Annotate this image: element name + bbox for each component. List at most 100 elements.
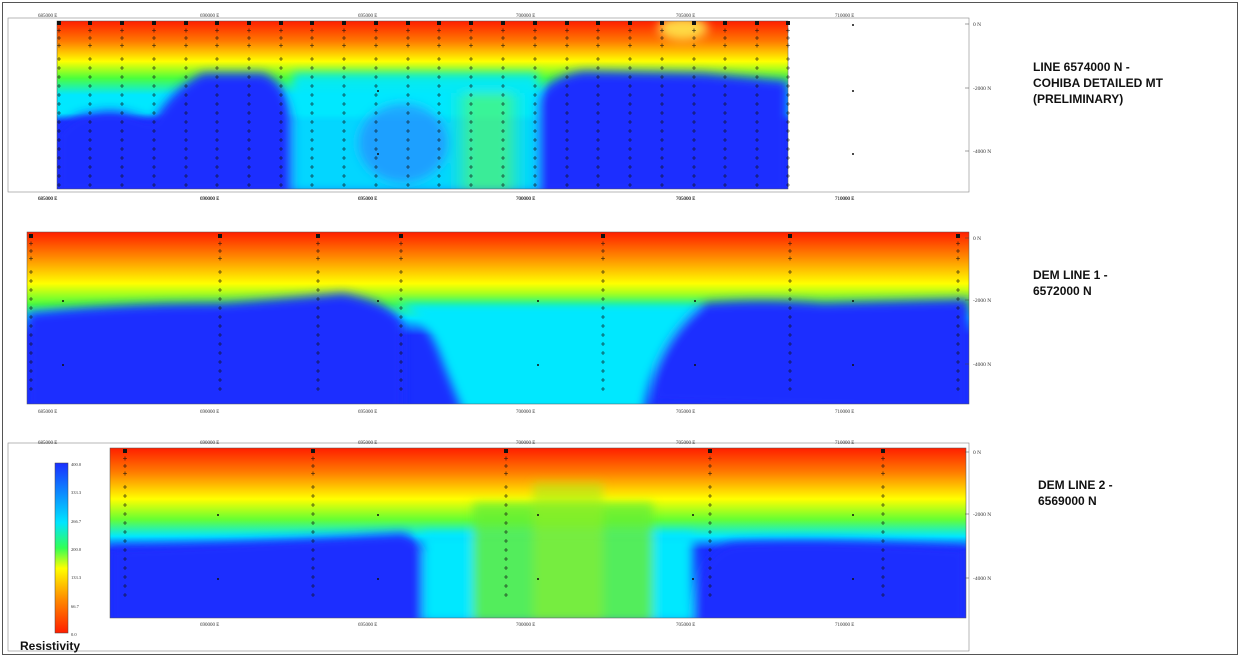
station-marker: [123, 593, 127, 597]
station-marker: [956, 360, 960, 364]
x-tick-bottom: 700000 E: [516, 623, 535, 628]
station-marker: [533, 102, 537, 106]
station-marker: [501, 129, 505, 133]
station-marker: [342, 84, 346, 88]
station-marker: [437, 165, 441, 169]
station-marker: [708, 521, 712, 525]
station-marker: [88, 36, 92, 40]
station-marker: [279, 129, 283, 133]
reference-point: [852, 24, 854, 26]
station-marker: [708, 548, 712, 552]
station-marker: [469, 111, 473, 115]
station-marker: [406, 129, 410, 133]
station-marker: [628, 120, 632, 124]
station-marker: [692, 43, 696, 48]
station-marker: [755, 66, 759, 70]
station-marker: [956, 333, 960, 337]
station-marker: [788, 369, 792, 373]
station-marker: [786, 75, 790, 79]
station-marker: [120, 129, 124, 133]
station-marker: [501, 165, 505, 169]
station-marker: [596, 75, 600, 79]
station-marker: [120, 156, 124, 160]
station-marker: [310, 165, 314, 169]
station-marker: [708, 456, 712, 461]
station-marker: [437, 28, 441, 33]
station-marker: [88, 174, 92, 178]
station-marker: [628, 84, 632, 88]
station-marker: [956, 351, 960, 355]
station-marker: [501, 156, 505, 160]
station-marker: [57, 138, 61, 142]
station-marker: [660, 75, 664, 79]
station-marker: [723, 147, 727, 151]
station-marker: [399, 387, 403, 391]
station-marker: [881, 494, 885, 498]
station-marker: [708, 530, 712, 534]
reference-point: [537, 364, 539, 366]
station-head: [533, 21, 537, 25]
x-tick-top: 705000 E: [676, 14, 695, 19]
station-marker: [504, 584, 508, 588]
station-marker: [399, 351, 403, 355]
station-marker: [601, 249, 605, 253]
station-marker: [399, 270, 403, 274]
reference-point: [62, 364, 64, 366]
reference-point: [852, 300, 854, 302]
station-marker: [533, 111, 537, 115]
reference-point: [692, 578, 694, 580]
station-marker: [504, 530, 508, 534]
station-marker: [310, 156, 314, 160]
station-marker: [660, 28, 664, 33]
station-head: [565, 21, 569, 25]
station-marker: [316, 256, 320, 261]
station-marker: [247, 138, 251, 142]
resistivity-sections: 685000 E 690000 E 695000 E 700000 E 705000 E…: [7, 14, 991, 652]
station-marker: [723, 165, 727, 169]
station-marker: [279, 66, 283, 70]
station-marker: [786, 28, 790, 33]
station-marker: [956, 306, 960, 310]
station-marker: [565, 174, 569, 178]
station-marker: [881, 530, 885, 534]
station-marker: [881, 503, 885, 507]
color-scale-tick: 66.7: [71, 603, 79, 609]
station-marker: [29, 270, 33, 274]
depth-tick: -4000 N: [973, 149, 991, 155]
station-head: [786, 21, 790, 25]
station-marker: [786, 43, 790, 48]
station-marker: [120, 138, 124, 142]
station-marker: [123, 539, 127, 543]
station-marker: [311, 503, 315, 507]
station-marker: [247, 75, 251, 79]
station-marker: [501, 84, 505, 88]
station-marker: [57, 36, 61, 40]
station-marker: [57, 165, 61, 169]
station-marker: [310, 174, 314, 178]
depth-tick: 0 N: [973, 236, 981, 242]
station-marker: [120, 93, 124, 97]
station-marker: [184, 129, 188, 133]
station-marker: [342, 66, 346, 70]
station-marker: [218, 324, 222, 328]
station-marker: [279, 165, 283, 169]
station-marker: [596, 165, 600, 169]
station-marker: [437, 57, 441, 61]
station-marker: [628, 75, 632, 79]
station-marker: [399, 360, 403, 364]
station-marker: [708, 512, 712, 516]
station-marker: [316, 249, 320, 253]
station-marker: [437, 147, 441, 151]
station-head: [596, 21, 600, 25]
station-marker: [956, 342, 960, 346]
station-marker: [628, 43, 632, 48]
station-marker: [152, 138, 156, 142]
station-marker: [247, 66, 251, 70]
station-marker: [469, 147, 473, 151]
station-marker: [316, 333, 320, 337]
station-head: [956, 234, 960, 238]
station-marker: [437, 174, 441, 178]
reference-points-1: [377, 24, 854, 155]
color-scale-tick: 133.3: [71, 575, 82, 581]
station-marker: [247, 165, 251, 169]
